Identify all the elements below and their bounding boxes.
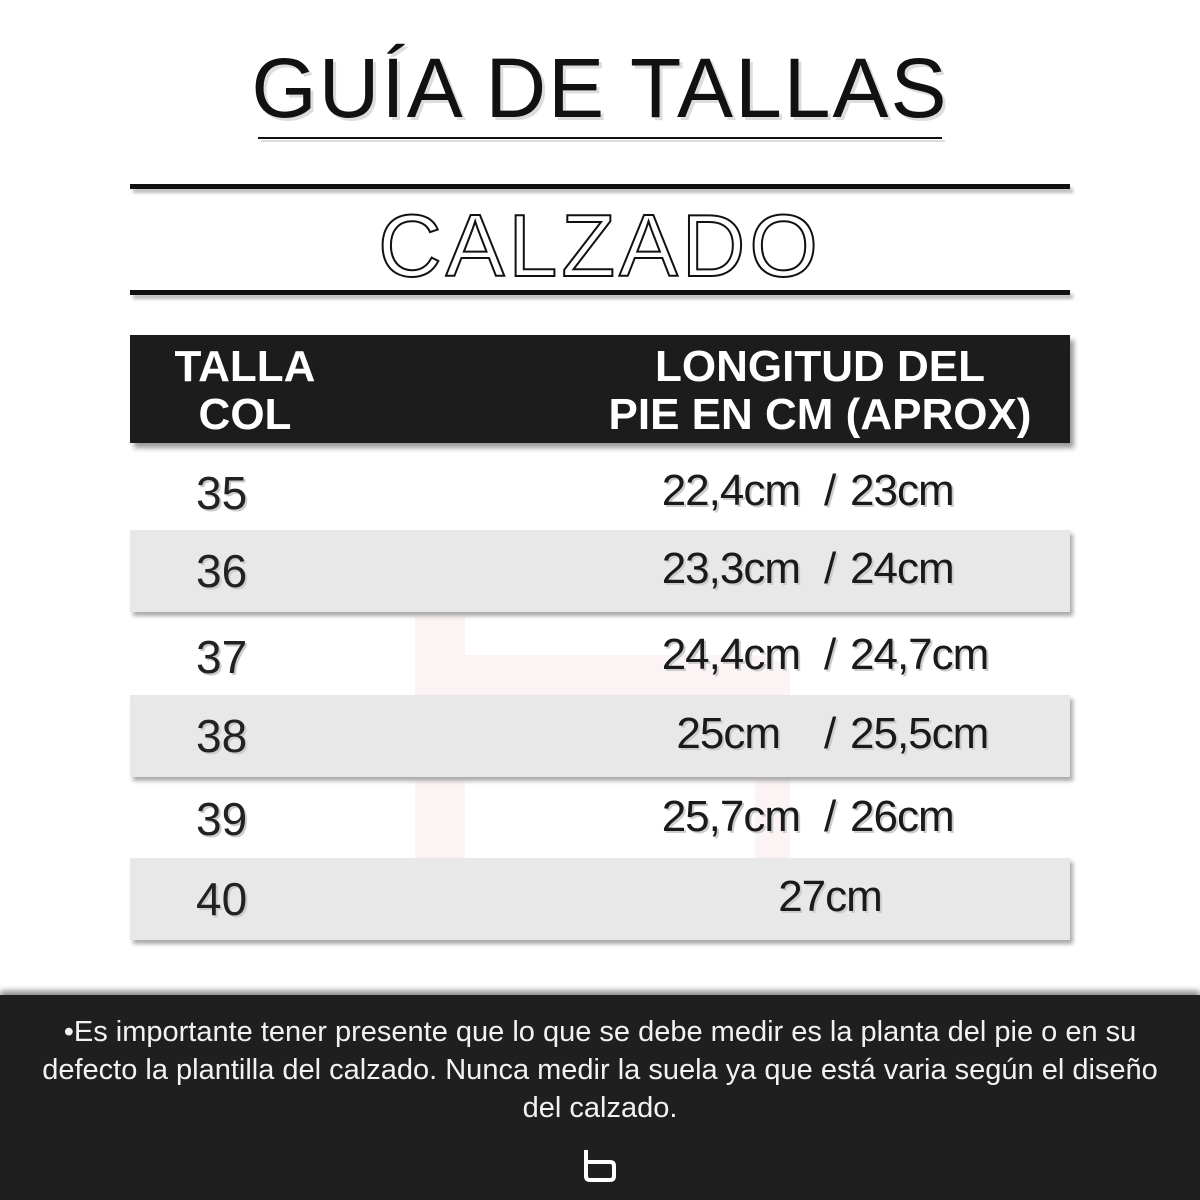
divider-bottom — [130, 290, 1070, 295]
page-title: GUÍA DE TALLAS — [251, 41, 949, 135]
table-row: 37 24,4cm / 24,7cm — [130, 616, 1070, 698]
column-header-line: TALLA — [174, 342, 316, 391]
length-max: 26cm — [850, 792, 955, 841]
separator: / — [824, 630, 837, 679]
length-max: 24cm — [850, 544, 955, 593]
table-row: 36 23,3cm / 24cm — [130, 530, 1070, 612]
measurement-note: •Es importante tener presente que lo que… — [20, 1013, 1180, 1127]
table-header: TALLA COL LONGITUD DEL PIE EN CM (APROX) — [130, 335, 1070, 443]
length-min: 23,3cm — [661, 544, 801, 593]
separator: / — [824, 544, 837, 593]
separator: / — [824, 709, 837, 758]
length-min: 25,7cm — [661, 792, 801, 841]
column-header-line: LONGITUD DEL — [655, 342, 985, 391]
size-cell: 35 — [196, 467, 248, 519]
separator: / — [824, 792, 837, 841]
length-max: 25,5cm — [850, 709, 989, 758]
length-max: 24,7cm — [850, 630, 989, 679]
note-text: Es importante tener presente que lo que … — [42, 1016, 1158, 1124]
table-row: 40 27cm — [130, 858, 1070, 940]
table-row: 38 25cm / 25,5cm — [130, 695, 1070, 777]
column-header-size: TALLA COL — [170, 343, 320, 439]
table-row: 39 25,7cm / 26cm — [130, 778, 1070, 860]
title-underline — [258, 137, 942, 139]
page-subtitle: CALZADO — [377, 195, 822, 296]
length-max: 23cm — [850, 466, 955, 515]
column-header-line: PIE EN CM (APROX) — [608, 390, 1032, 439]
length-min: 22,4cm — [661, 466, 801, 515]
size-cell: 40 — [196, 873, 248, 925]
separator: / — [824, 466, 837, 515]
footer-note-panel: •Es importante tener presente que lo que… — [0, 995, 1200, 1200]
table-row: 35 22,4cm / 23cm — [130, 452, 1070, 534]
brand-logo-icon — [584, 1150, 616, 1182]
divider-top — [130, 184, 1070, 189]
column-header-length: LONGITUD DEL PIE EN CM (APROX) — [600, 343, 1040, 439]
length-value: 27cm — [778, 872, 883, 921]
bullet: • — [63, 1016, 74, 1048]
column-header-line: COL — [198, 390, 292, 439]
size-cell: 38 — [196, 710, 248, 762]
length-min: 25cm — [676, 709, 781, 758]
size-cell: 36 — [196, 545, 248, 597]
size-cell: 37 — [196, 631, 248, 683]
length-min: 24,4cm — [661, 630, 801, 679]
size-cell: 39 — [196, 793, 248, 845]
